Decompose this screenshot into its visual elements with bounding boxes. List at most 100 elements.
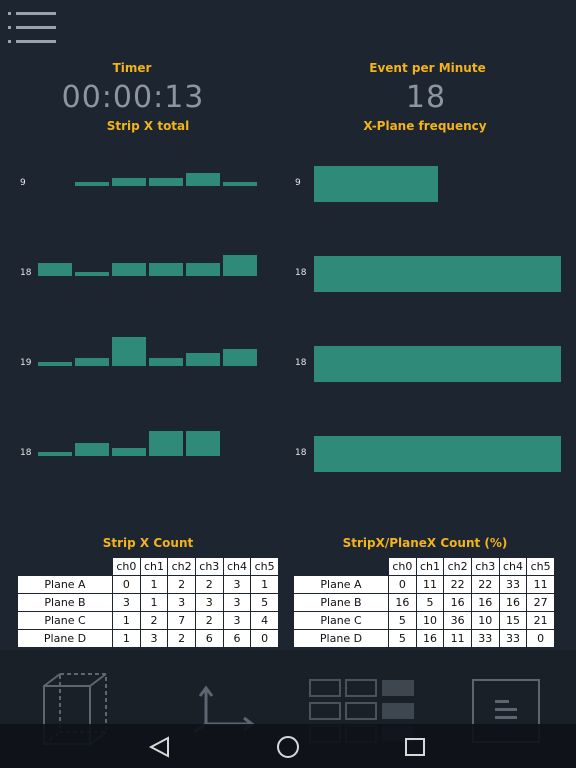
- plane-bar: [314, 436, 561, 472]
- table-cell: 1: [139, 575, 169, 594]
- strip-bar: [75, 357, 109, 366]
- table-corner: [17, 557, 113, 576]
- table-cell: 5: [415, 593, 445, 612]
- table-cell: 11: [526, 575, 555, 594]
- table-cell: 22: [443, 575, 472, 594]
- table-column-header: ch5: [526, 557, 555, 576]
- table-cell: 5: [388, 629, 417, 648]
- table-cell: 2: [194, 611, 224, 630]
- table-row-header: Plane C: [293, 611, 389, 630]
- table-cell: 16: [498, 593, 528, 612]
- strip-bar: [75, 443, 109, 456]
- table-cell: 16: [415, 629, 445, 648]
- strip-bar: [75, 271, 109, 276]
- x-plane-frequency-chart: 9 18 18 18: [285, 150, 575, 472]
- table-column-header: ch2: [443, 557, 472, 576]
- table-cell: 3: [167, 593, 196, 612]
- table-cell: 7: [167, 611, 196, 630]
- table-column-header: ch4: [498, 557, 528, 576]
- timer-label: Timer: [112, 61, 152, 75]
- table-column-header: ch4: [222, 557, 252, 576]
- table-cell: 6: [222, 629, 252, 648]
- strip-bar: [149, 177, 183, 186]
- plane-bar: [314, 346, 561, 382]
- table-column-header: ch5: [250, 557, 279, 576]
- epm-label: Event per Minute: [369, 61, 486, 75]
- strip-bar: [38, 263, 72, 276]
- strip-row-label: 18: [20, 448, 32, 458]
- table-cell: 11: [415, 575, 445, 594]
- table-cell: 1: [139, 593, 169, 612]
- strip-bar: [38, 361, 72, 366]
- menu-icon[interactable]: [6, 8, 60, 48]
- plane-bar: [314, 256, 561, 292]
- table-cell: 33: [470, 629, 500, 648]
- strip-bar: [112, 177, 146, 186]
- table-column-header: ch2: [167, 557, 196, 576]
- table-cell: 1: [112, 611, 141, 630]
- strip-row-label: 9: [20, 178, 26, 188]
- table-row: Plane B 16 5 16 16 16 27: [293, 593, 555, 612]
- table-cell: 21: [526, 611, 555, 630]
- table-column-header: ch0: [388, 557, 417, 576]
- strip-bar: [223, 255, 257, 276]
- table-cell: 6: [194, 629, 224, 648]
- back-icon[interactable]: [148, 736, 172, 758]
- table-cell: 1: [250, 575, 279, 594]
- strip-bar: [186, 173, 220, 186]
- home-icon[interactable]: [275, 734, 301, 760]
- table-cell: 10: [470, 611, 500, 630]
- table-row-header: Plane D: [17, 629, 113, 648]
- table-column-header: ch1: [415, 557, 445, 576]
- table-corner: [293, 557, 389, 576]
- table-cell: 0: [526, 629, 555, 648]
- table-cell: 1: [112, 629, 141, 648]
- strip-bar: [149, 263, 183, 276]
- plane-row-label: 18: [295, 448, 307, 458]
- strip-bar: [38, 451, 72, 456]
- table-cell: 0: [388, 575, 417, 594]
- table-row-header: Plane C: [17, 611, 113, 630]
- table-row-header: Plane B: [17, 593, 113, 612]
- table-row-header: Plane D: [293, 629, 389, 648]
- strip-x-total-chart: 9 18 19 18: [0, 150, 270, 470]
- strip-bar: [223, 181, 257, 186]
- system-navigation-bar: [0, 724, 576, 768]
- table-cell: 2: [139, 611, 169, 630]
- strip-bar: [112, 263, 146, 276]
- table-column-header: ch3: [194, 557, 224, 576]
- table-row-header: Plane B: [293, 593, 389, 612]
- plane-chart-title: X-Plane frequency: [363, 119, 487, 133]
- plane-row-label: 18: [295, 358, 307, 368]
- table-cell: 36: [443, 611, 472, 630]
- plane-row-label: 9: [295, 178, 301, 188]
- strip-bar: [75, 181, 109, 186]
- table-cell: 16: [443, 593, 472, 612]
- table-row: Plane D 5 16 11 33 33 0: [293, 629, 555, 648]
- table-cell: 3: [222, 611, 252, 630]
- strip-plane-pct-table: ch0 ch1 ch2 ch3 ch4 ch5 Plane A 0 11 22 22 33 11 Plan…: [293, 557, 555, 648]
- strip-bar: [223, 349, 257, 366]
- table-cell: 11: [443, 629, 472, 648]
- table-cell: 2: [167, 575, 196, 594]
- plane-row-label: 18: [295, 268, 307, 278]
- table-cell: 2: [167, 629, 196, 648]
- table-cell: 5: [250, 593, 279, 612]
- table-column-header: ch3: [470, 557, 500, 576]
- table-cell: 10: [415, 611, 445, 630]
- table-cell: 3: [194, 593, 224, 612]
- table-cell: 3: [139, 629, 169, 648]
- table-cell: 33: [498, 629, 528, 648]
- strip-chart-title: Strip X total: [106, 119, 190, 133]
- strip-row-label: 18: [20, 268, 32, 278]
- strip-bar: [186, 263, 220, 276]
- table-cell: 0: [112, 575, 141, 594]
- table-cell: 0: [250, 629, 279, 648]
- recents-icon[interactable]: [404, 737, 426, 757]
- table-column-header: ch0: [112, 557, 141, 576]
- table-cell: 3: [222, 593, 252, 612]
- count-table-title: Strip X Count: [102, 536, 194, 550]
